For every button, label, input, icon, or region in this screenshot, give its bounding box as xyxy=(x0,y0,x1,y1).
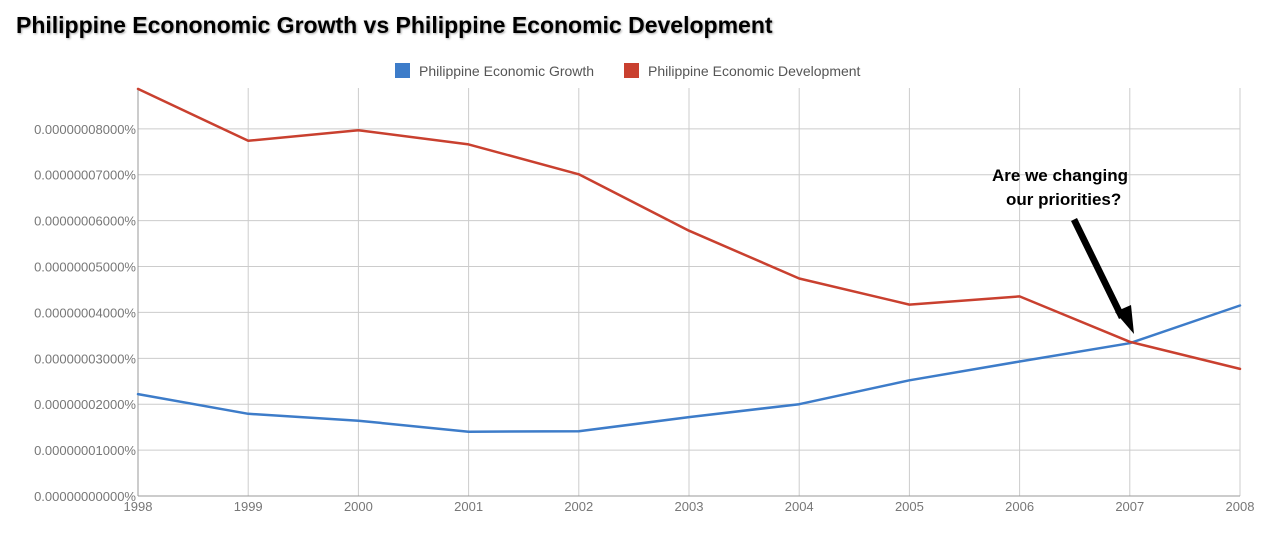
annotation-text: Are we changing xyxy=(992,166,1128,185)
legend-swatch xyxy=(624,63,639,78)
x-tick-label: 2002 xyxy=(564,499,593,514)
x-tick-label: 2005 xyxy=(895,499,924,514)
y-tick-label: 0.00000003000% xyxy=(34,351,136,366)
x-tick-label: 2001 xyxy=(454,499,483,514)
y-tick-label: 0.00000002000% xyxy=(34,397,136,412)
x-tick-label: 1999 xyxy=(234,499,263,514)
axes xyxy=(137,88,1240,497)
grid xyxy=(137,88,1241,496)
annotation-arrow-shaft xyxy=(1071,218,1125,319)
legend-swatch xyxy=(395,63,410,78)
y-tick-label: 0.00000001000% xyxy=(34,443,136,458)
legend: Philippine Economic Growth Philippine Eco… xyxy=(395,63,861,79)
y-tick-label: 0.00000000000% xyxy=(34,489,136,504)
x-tick-label: 2008 xyxy=(1226,499,1255,514)
x-tick-label: 2003 xyxy=(675,499,704,514)
x-tick-label: 2004 xyxy=(785,499,814,514)
x-tick-label: 1998 xyxy=(124,499,153,514)
legend-label: Philippine Economic Development xyxy=(648,63,861,79)
annotation: Are we changing our priorities? xyxy=(992,166,1134,334)
annotation-text: our priorities? xyxy=(1006,190,1121,209)
tick-labels: 0.00000000000% 0.00000001000% 0.0000000200… xyxy=(34,122,1254,514)
series-lines xyxy=(136,87,1242,433)
x-tick-label: 2006 xyxy=(1005,499,1034,514)
y-tick-label: 0.00000004000% xyxy=(34,305,136,320)
y-tick-label: 0.00000008000% xyxy=(34,122,136,137)
y-tick-label: 0.00000005000% xyxy=(34,260,136,275)
y-tick-label: 0.00000007000% xyxy=(34,168,136,183)
annotation-arrow-head xyxy=(1115,305,1134,334)
legend-label: Philippine Economic Growth xyxy=(419,63,594,79)
x-tick-label: 2007 xyxy=(1115,499,1144,514)
chart-title: Philippine Econonomic Growth vs Philippi… xyxy=(16,12,773,38)
y-tick-label: 0.00000006000% xyxy=(34,214,136,229)
x-tick-label: 2000 xyxy=(344,499,373,514)
